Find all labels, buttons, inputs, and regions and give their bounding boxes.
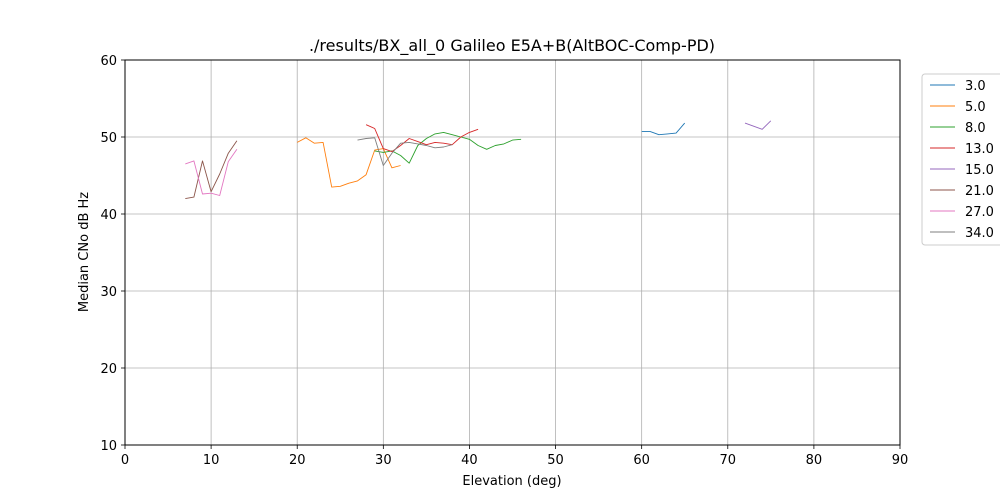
series-line-34-0 bbox=[357, 137, 453, 166]
series-lines bbox=[185, 120, 772, 200]
x-tick-label: 10 bbox=[203, 453, 220, 468]
y-tick-label: 10 bbox=[100, 439, 117, 454]
series-line-21-0 bbox=[185, 140, 238, 200]
x-tick-label: 50 bbox=[547, 453, 564, 468]
legend-label: 8.0 bbox=[965, 121, 986, 136]
y-tick-label: 50 bbox=[100, 131, 117, 146]
x-tick-label: 20 bbox=[289, 453, 306, 468]
x-tick-label: 40 bbox=[461, 453, 478, 468]
x-tick-label: 80 bbox=[806, 453, 823, 468]
y-tick-label: 40 bbox=[100, 208, 117, 223]
legend: 3.0 5.0 8.0 13.0 15.0 21.0 27.0 34.0 bbox=[921, 73, 1000, 246]
legend-label: 15.0 bbox=[965, 163, 994, 178]
y-axis-label: Median CNo dB Hz bbox=[77, 192, 92, 312]
x-tick-label: 90 bbox=[892, 453, 909, 468]
x-tick-label: 30 bbox=[375, 453, 392, 468]
y-tick-label: 30 bbox=[100, 285, 117, 300]
axis-ticks: 0 10 20 30 40 50 60 70 80 90 10 20 30 40 50 60 bbox=[100, 54, 908, 468]
series-line-13-0 bbox=[365, 124, 479, 153]
legend-label: 13.0 bbox=[965, 142, 994, 157]
legend-label: 27.0 bbox=[965, 205, 994, 220]
x-tick-label: 0 bbox=[121, 453, 129, 468]
series-line-8-0 bbox=[374, 131, 522, 164]
legend-label: 3.0 bbox=[965, 79, 986, 94]
series-line-3-0 bbox=[641, 122, 686, 136]
plot-frame bbox=[124, 59, 901, 446]
legend-label: 34.0 bbox=[965, 226, 994, 241]
series-line-27-0 bbox=[185, 149, 238, 196]
legend-label: 5.0 bbox=[965, 100, 986, 115]
chart-title: ./results/BX_all_0 Galileo E5A+B(AltBOC-… bbox=[309, 36, 715, 56]
series-line-15-0 bbox=[744, 120, 772, 130]
y-tick-label: 20 bbox=[100, 362, 117, 377]
x-axis-label: Elevation (deg) bbox=[462, 474, 561, 489]
x-tick-label: 60 bbox=[633, 453, 650, 468]
x-tick-label: 70 bbox=[720, 453, 737, 468]
legend-label: 21.0 bbox=[965, 184, 994, 199]
y-tick-label: 60 bbox=[100, 54, 117, 69]
legend-frame bbox=[921, 73, 1000, 246]
